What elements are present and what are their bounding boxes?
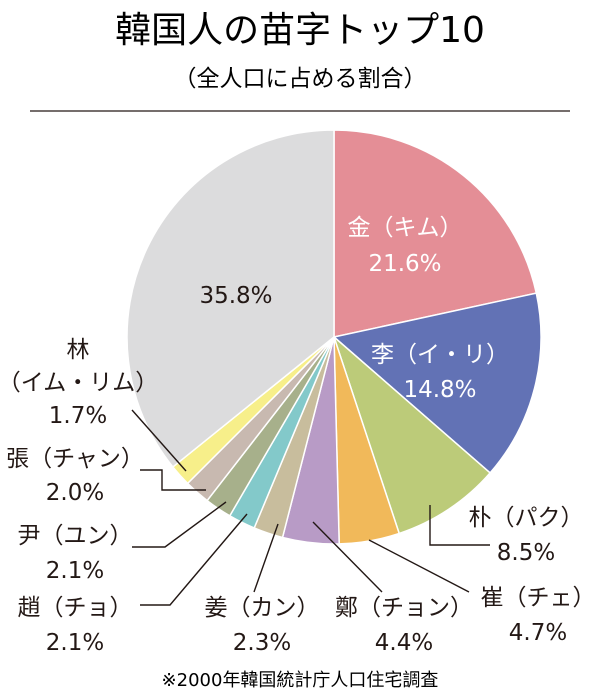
slice-value-label: 4.7% <box>509 620 567 646</box>
slice-value-label: 4.4% <box>375 630 433 656</box>
slice-value-label: 2.0% <box>46 480 104 506</box>
slice-name-label: 崔（チェ） <box>481 585 596 611</box>
pie-slices <box>126 129 542 545</box>
leader-line-3 <box>429 505 490 546</box>
slice-name-label: 張（チャン） <box>6 446 144 472</box>
slice-value-label: 8.5% <box>497 540 555 566</box>
leader-line-10 <box>131 409 187 472</box>
slice-name-label: 鄭（チョン） <box>335 595 473 621</box>
chart-subtitle: （全人口に占める割合） <box>174 66 427 92</box>
leader-line-8 <box>132 501 227 548</box>
pie-slice-11 <box>126 129 335 468</box>
slice-value-label: 2.1% <box>46 630 104 656</box>
slice-name-label: 趙（チョ） <box>18 595 133 621</box>
slice-name-label: 姜（カン） <box>205 595 320 621</box>
leader-line-9 <box>140 469 206 491</box>
slice-name-label: （イム・リム） <box>0 370 158 396</box>
slice-name-label: 林 <box>67 337 90 363</box>
slice-value-label: 21.6% <box>368 251 441 277</box>
slice-labels: 金（キム） 21.6% 李（イ・リ） 14.8% 朴（パク） 8.5% 崔（チェ） 4.7% 鄭… <box>0 215 596 656</box>
leader-line-7 <box>140 513 248 606</box>
pie-slice-3 <box>332 334 492 535</box>
leader-line-4 <box>368 539 470 593</box>
slice-value-label: 14.8% <box>403 377 476 403</box>
pie-slice-1 <box>333 129 538 338</box>
slice-value-label: 2.3% <box>233 630 291 656</box>
slice-name-label: 金（キム） <box>348 215 463 241</box>
leader-lines <box>131 409 490 606</box>
slice-name-label: 尹（ユン） <box>18 523 133 549</box>
slice-name-label: 李（イ・リ） <box>371 342 509 368</box>
leader-line-5 <box>312 521 383 593</box>
slice-value-label: 1.7% <box>49 403 107 429</box>
leader-line-6 <box>253 523 279 593</box>
source-note: ※2000年韓国統計庁人口住宅調査 <box>162 670 439 691</box>
slice-value-label: 2.1% <box>46 558 104 584</box>
slice-name-label: 朴（パク） <box>469 505 584 531</box>
pie-slice-2 <box>332 292 542 474</box>
chart-title: 韓国人の苗字トップ10 <box>115 10 485 51</box>
slice-value-label: 35.8% <box>199 283 272 309</box>
